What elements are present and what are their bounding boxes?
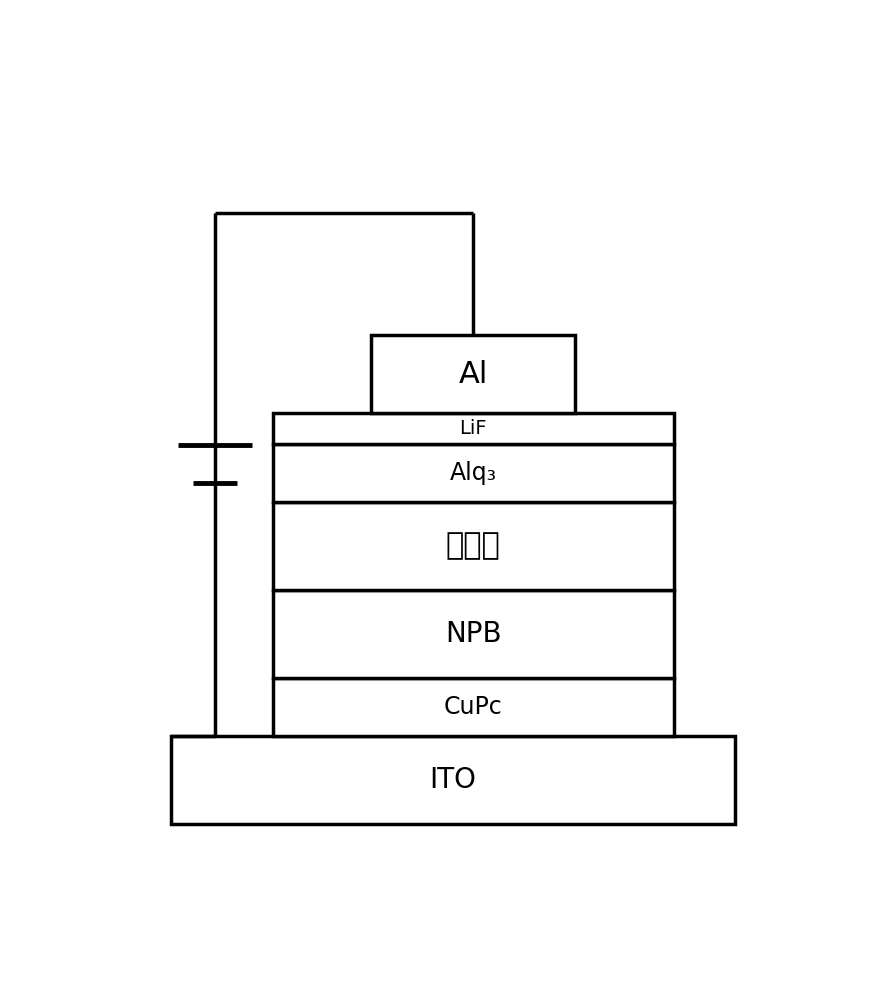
Text: CuPc: CuPc — [444, 695, 503, 719]
Bar — [273, 413, 674, 444]
Text: NPB: NPB — [445, 620, 502, 648]
Bar — [371, 335, 575, 413]
Bar — [273, 678, 674, 736]
Text: ITO: ITO — [430, 766, 476, 794]
Text: Al: Al — [459, 360, 488, 389]
Text: Alq₃: Alq₃ — [450, 461, 496, 485]
Text: LiF: LiF — [460, 419, 487, 438]
Text: 发光层: 发光层 — [446, 531, 501, 560]
Bar — [273, 502, 674, 590]
Bar — [273, 590, 674, 678]
Bar — [273, 444, 674, 502]
Bar — [171, 736, 735, 824]
